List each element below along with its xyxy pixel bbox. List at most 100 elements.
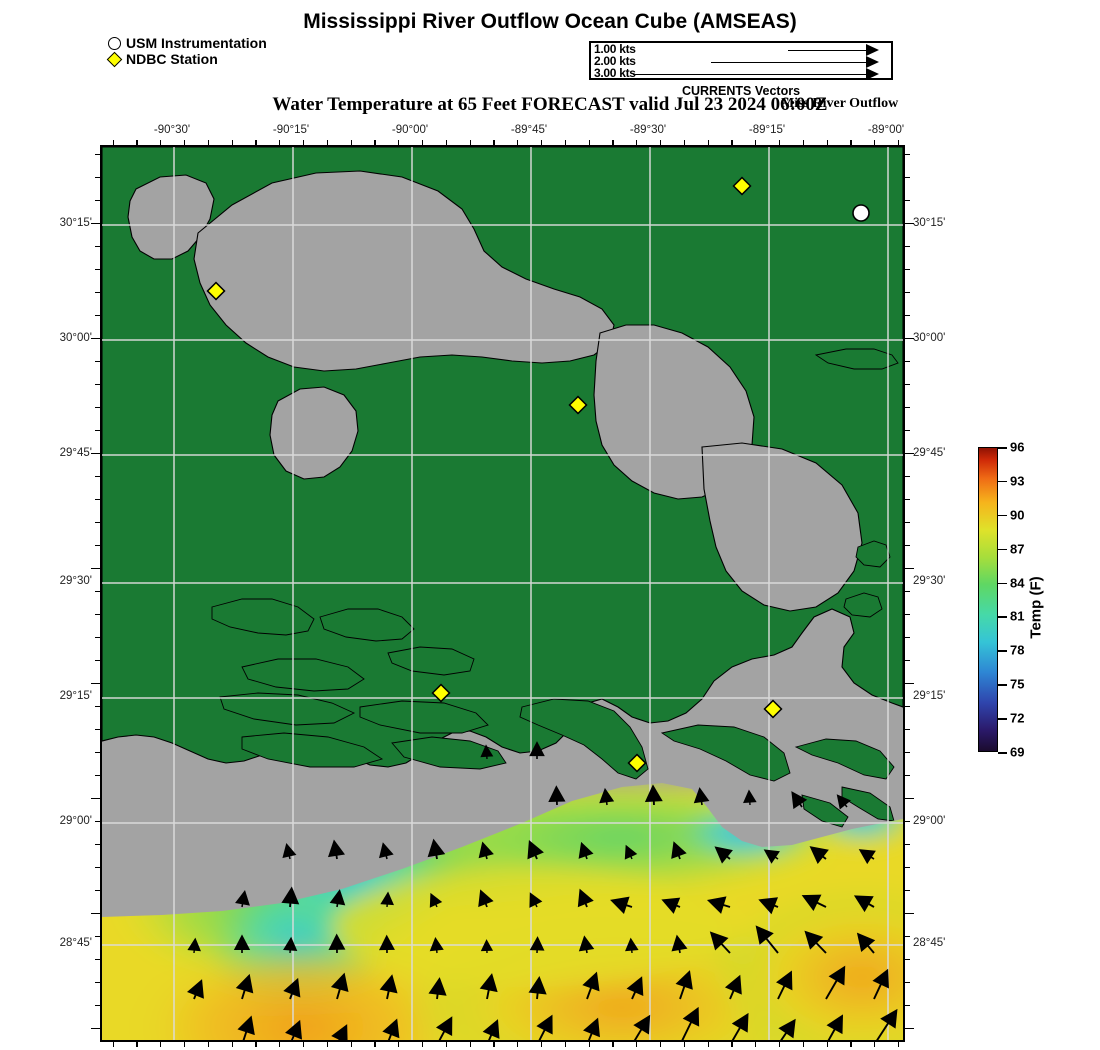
axis-tick [905,982,910,984]
axis-tick [421,140,424,145]
current-vector-arrow [836,794,851,810]
axis-tick [905,1028,914,1030]
axis-tick [95,752,100,754]
current-vector-arrow [763,849,780,864]
current-vector-arrow [285,1019,303,1040]
ndbc-station-marker[interactable] [732,176,752,196]
current-vector-arrow [536,1014,553,1040]
current-vector-arrow [671,934,688,954]
current-vector-arrow [583,1017,600,1040]
axis-y-label-right: 29°30' [913,575,946,587]
current-vector-arrow [853,895,875,913]
axis-tick [95,706,100,708]
colorbar-tick-label: 87 [1010,541,1025,557]
current-vector-arrow [382,1018,400,1040]
axis-tick [231,140,233,145]
colorbar-tick-label: 75 [1010,676,1025,692]
axis-tick [905,154,910,156]
axis-x-label: -89°45' [510,124,548,136]
axis-tick [493,1042,495,1047]
axis-tick [874,1042,876,1047]
axis-tick [207,140,210,145]
axis-y-label-left: 29°30' [59,575,92,587]
axis-tick [160,140,162,145]
axis-tick [95,614,100,616]
outflow-annotation: Miss River Outflow [781,96,899,111]
axis-tick [255,1042,257,1047]
current-vector-arrow [329,889,346,908]
axis-tick [850,140,852,145]
current-vector-arrow [186,979,204,1000]
map-svg [102,147,903,1040]
axis-tick [905,361,910,363]
ndbc-station-marker[interactable] [763,699,783,719]
axis-tick [778,140,781,145]
page-title: Mississippi River Outflow Ocean Cube (AM… [303,10,797,33]
axis-tick [905,1005,910,1007]
legend-item-usm: USM Instrumentation [108,36,267,51]
current-vector-arrow [775,970,793,1000]
axis-tick [95,315,100,317]
current-vector-arrow [330,972,349,1000]
ndbc-station-marker[interactable] [206,281,226,301]
current-vector-arrow [480,939,494,954]
current-vector-arrow [693,787,710,806]
ndbc-station-marker[interactable] [568,395,588,415]
axis-tick [91,798,100,800]
ndbc-station-marker[interactable] [431,683,451,703]
colorbar-title: Temp (F) [1027,576,1045,639]
currents-arrow-head-1 [866,44,879,56]
axis-tick [95,430,100,432]
currents-legend-label-1: 1.00 kts [594,42,636,56]
current-vector-arrow [529,741,545,759]
axis-tick [588,1042,590,1047]
currents-arrow-shaft-2 [711,61,866,63]
map-canvas[interactable] [100,145,905,1042]
current-vector-arrow [661,897,681,914]
axis-tick [326,1042,329,1047]
currents-legend-label-3: 3.00 kts [594,66,636,80]
current-vector-arrow [283,977,301,1000]
current-vector-arrow [429,892,443,908]
ndbc-station-marker[interactable] [627,753,647,773]
current-vector-arrow [379,974,398,1000]
axis-tick [540,140,543,145]
colorbar-gradient [978,447,998,752]
current-vector-arrow [624,844,638,860]
chart-subtitle: Water Temperature at 65 Feet FORECAST va… [0,94,1100,116]
usm-instrumentation-marker[interactable] [852,204,870,222]
current-vector-arrow [599,787,615,806]
current-vector-arrow [478,889,494,908]
current-vector-arrow [435,1016,453,1040]
current-vector-arrow [283,936,298,954]
current-vector-arrow [428,977,447,1000]
current-vector-arrow [582,971,600,1000]
axis-tick [540,1042,543,1047]
axis-tick [279,1042,281,1047]
axis-tick [905,338,914,340]
current-vector-arrow [529,892,543,908]
current-vector-arrow [548,785,566,806]
current-vector-arrow [577,888,594,908]
axis-tick [91,683,100,685]
marker-legend: USM Instrumentation NDBC Station [106,36,267,68]
axis-tick [374,1042,376,1047]
axis-y-label-left: 29°00' [59,815,92,827]
axis-tick [905,177,910,179]
current-vector-arrow [378,934,395,954]
current-vector-arrow [743,789,757,806]
axis-tick [897,140,900,145]
axis-tick [905,844,910,846]
current-vector-arrow [809,846,829,865]
axis-tick [905,591,910,593]
current-vector-arrow [478,841,494,860]
axis-tick [95,591,100,593]
axis-tick [897,1042,900,1047]
currents-legend-row-3: 3.00 kts [591,66,891,80]
currents-arrow-shaft-3 [633,73,866,75]
current-vector-arrow [379,842,394,860]
axis-tick [91,223,100,225]
current-vector-arrow [675,970,693,1000]
axis-tick [905,913,914,915]
current-vector-arrow [706,896,731,914]
